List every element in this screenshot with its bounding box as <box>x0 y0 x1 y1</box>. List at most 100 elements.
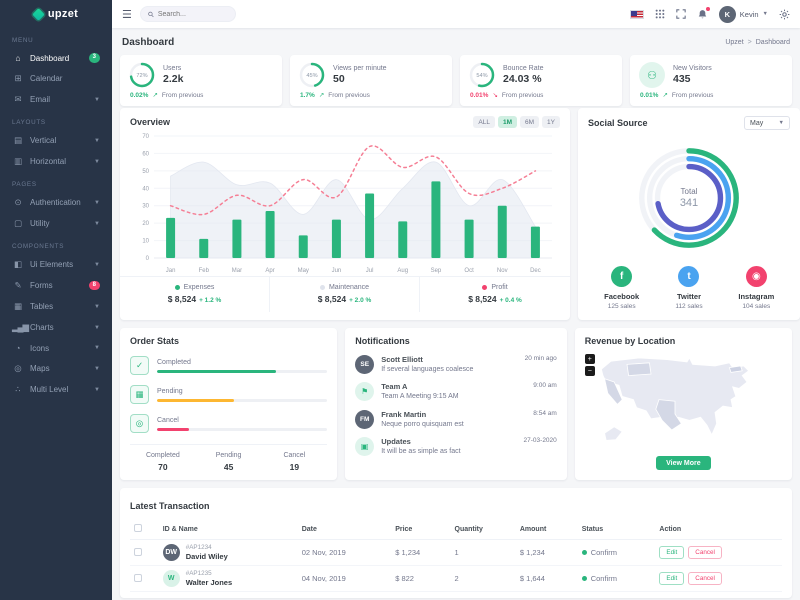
sidebar-item-forms[interactable]: ✎ Forms 8 <box>0 275 112 296</box>
social-platform-name: Twitter <box>676 292 701 301</box>
overview-legend: Expenses $ 8,524 + 1.2 % Maintenance $ 8,524… <box>120 276 570 312</box>
apps-grid-icon[interactable] <box>655 9 665 19</box>
avatar: DW <box>162 544 180 561</box>
legend-label: Expenses <box>183 284 215 291</box>
ui-elements-icon: ◧ <box>13 259 22 269</box>
notification-name: Scott Elliott <box>381 354 423 364</box>
notification-item[interactable]: ⚑ Team A Team A Meeting 9:15 AM 9:00 am <box>355 382 557 401</box>
sidebar-item-label: Email <box>30 95 51 104</box>
twitter-icon: t <box>678 266 700 287</box>
social-twitter[interactable]: t Twitter 112 sales <box>655 266 722 310</box>
stat-value: 24.03 % <box>503 73 542 85</box>
logo[interactable]: upzet <box>0 0 112 28</box>
order-progress-fill <box>157 427 190 431</box>
date-cell: 04 Nov, 2019 <box>297 565 392 592</box>
month-select[interactable]: May ▼ <box>744 116 790 130</box>
svg-text:10: 10 <box>142 239 149 245</box>
sidebar-item-vertical[interactable]: ▤ Vertical ▼ <box>0 130 112 151</box>
page-header: Dashboard Upzet > Dashboard <box>120 28 792 55</box>
search-box[interactable] <box>139 6 236 22</box>
legend-value: $ 8,524 + 1.2 % <box>167 294 222 304</box>
multi-level-icon: ∴ <box>15 384 20 394</box>
usa-map[interactable] <box>585 346 782 456</box>
select-all-checkbox[interactable] <box>134 524 142 532</box>
expenses-bar <box>398 221 408 258</box>
svg-text:45%: 45% <box>306 73 317 79</box>
state-california <box>604 378 624 405</box>
order-footer-completed: Completed 70 <box>130 452 196 472</box>
sidebar-item-horizontal[interactable]: ▥ Horizontal ▼ <box>0 151 112 172</box>
order-progress-fill <box>157 369 277 373</box>
stat-value: 435 <box>673 73 691 85</box>
sidebar-item-icons[interactable]: ◔ Icons ▼ <box>0 338 112 358</box>
map-zoom-out-button[interactable]: − <box>584 366 595 376</box>
map-zoom-in-button[interactable]: + <box>584 354 595 364</box>
cancel-button[interactable]: Cancel <box>688 546 722 559</box>
expenses-bar <box>497 205 507 258</box>
stat-delta: 0.01% <box>640 91 659 99</box>
notifications-bell-icon[interactable] <box>697 6 710 20</box>
chevron-down-icon: ▼ <box>94 137 100 144</box>
stat-ring: 45% <box>299 62 325 88</box>
row-checkbox[interactable] <box>134 573 142 582</box>
range-button-6m[interactable]: 6M <box>520 116 540 128</box>
social-instagram[interactable]: ◉ Instagram 104 sales <box>723 266 790 310</box>
legend-label: Profit <box>491 284 508 291</box>
stat-label: Bounce Rate <box>503 65 544 72</box>
breadcrumb-brand[interactable]: Upzet <box>725 39 744 46</box>
sidebar-section-title: Menu <box>12 37 34 44</box>
state-alaska <box>604 426 624 441</box>
cancel-button[interactable]: Cancel <box>688 572 722 585</box>
sidebar-item-charts[interactable]: ▂▄▆ Charts ▼ <box>0 317 112 338</box>
notification-item[interactable]: ▣ Updates It will be as simple as fact 27-0… <box>355 437 557 456</box>
stat-text: New Visitors 435 <box>673 65 712 85</box>
sidebar-item-maps[interactable]: ◎ Maps ▼ <box>0 358 112 379</box>
status-badge: Confirm <box>590 574 617 583</box>
sidebar-item-label: Tables <box>30 302 54 311</box>
usa-map-svg <box>601 357 750 441</box>
fullscreen-icon[interactable] <box>676 9 686 19</box>
range-button-1y[interactable]: 1Y <box>542 116 560 128</box>
range-button-1m[interactable]: 1M <box>497 116 518 128</box>
sidebar-item-multi-level[interactable]: ∴ Multi Level ▼ <box>0 379 112 400</box>
edit-button[interactable]: Edit <box>659 572 685 585</box>
notification-item[interactable]: FM Frank Martin Neque porro quisquam est 8:… <box>355 409 557 429</box>
range-button-all[interactable]: ALL <box>473 116 495 128</box>
expenses-bar <box>232 219 242 258</box>
menu-toggle-icon[interactable]: ☰ <box>122 8 132 21</box>
legend-maintenance: Maintenance $ 8,524 + 2.0 % <box>270 277 420 312</box>
sidebar-item-calendar[interactable]: ⊞ Calendar <box>0 68 112 89</box>
language-flag-icon[interactable] <box>629 9 644 19</box>
revenue-by-location-card: Revenue by Location + − <box>574 328 792 480</box>
sidebar-item-utility[interactable]: ▢ Utility ▼ <box>0 213 112 234</box>
sidebar-item-authentication[interactable]: ⊙ Authentication ▼ <box>0 192 112 213</box>
sidebar-section-title: Pages <box>12 181 37 188</box>
social-platform-sales: 104 sales <box>742 303 771 310</box>
social-platform-name: Instagram <box>738 292 775 301</box>
notification-item[interactable]: SE Scott Elliott If several languages coal… <box>355 354 557 374</box>
logo-text: upzet <box>47 8 79 20</box>
sidebar-item-dashboard[interactable]: ⌂ Dashboard 3 <box>0 48 112 68</box>
stat-value: 2.2k <box>163 73 184 85</box>
row-checkbox[interactable] <box>134 547 142 556</box>
settings-gear-icon[interactable] <box>779 9 790 20</box>
sidebar-item-label: Vertical <box>30 136 57 145</box>
sidebar-item-ui-elements[interactable]: ◧ Ui Elements ▼ <box>0 254 112 275</box>
table-row: W #AP1235 Walter Jones 04 Nov, 2019 $ 822 2 $ … <box>130 565 782 592</box>
user-menu[interactable]: K Kevin ▼ <box>718 5 768 23</box>
overview-header: Overview ALL 1M 6M 1Y <box>130 116 560 128</box>
sidebar-item-email[interactable]: ✉ Email ▼ <box>0 89 112 110</box>
svg-text:Dec: Dec <box>530 268 541 274</box>
notifications-list: SE Scott Elliott If several languages coal… <box>355 346 557 456</box>
sidebar-item-tables[interactable]: ▦ Tables ▼ <box>0 296 112 317</box>
order-progress-track <box>157 369 328 373</box>
notification-body: Scott Elliott If several languages coales… <box>381 355 517 373</box>
stat-note: From previous <box>501 91 544 99</box>
edit-button[interactable]: Edit <box>659 546 685 559</box>
search-input[interactable] <box>157 10 228 18</box>
customer-name: Walter Jones <box>185 578 233 587</box>
id-name-cell: DW #AP1234 David Wiley <box>158 539 298 566</box>
view-more-button[interactable]: View More <box>656 456 711 470</box>
social-facebook[interactable]: f Facebook 125 sales <box>588 266 655 310</box>
chevron-down-icon: ▼ <box>778 120 784 126</box>
